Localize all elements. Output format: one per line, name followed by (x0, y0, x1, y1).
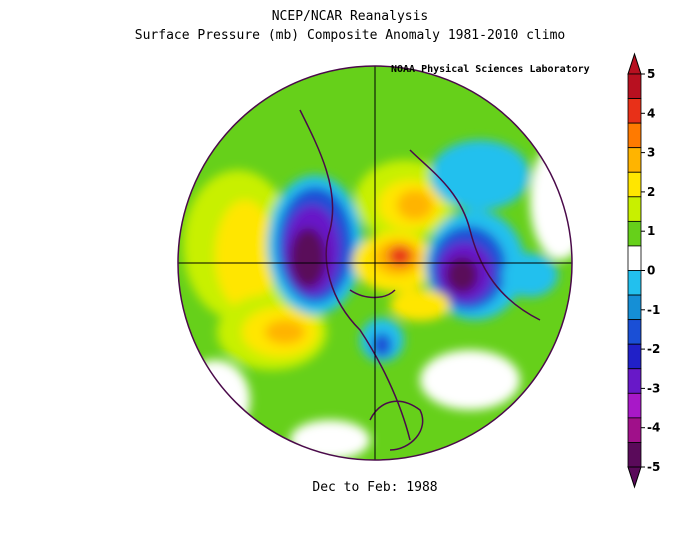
colorbar-swatch (627, 98, 642, 124)
colorbar-swatch (627, 343, 642, 370)
anomaly-canada-low-2 (372, 333, 392, 357)
anomaly-sw-asia-low (502, 253, 558, 297)
colorbar-tick-label: 2 (647, 185, 655, 199)
colorbar-swatch (627, 294, 642, 321)
colorbar-tick-label: 0 (647, 264, 655, 278)
anomaly-west-low-4 (290, 228, 326, 288)
colorbar-tick-label: -4 (647, 421, 660, 435)
colorbar-swatch (627, 392, 642, 419)
anomaly-siberia-core (397, 190, 433, 220)
colorbar-tick-label: -1 (647, 303, 660, 317)
anomaly-asia-low (430, 140, 530, 210)
period-label: Dec to Feb: 1988 (312, 480, 438, 495)
anomaly-aleutian-core (215, 200, 275, 310)
map-boundary (177, 65, 573, 461)
anomaly-atlantic-pos (390, 289, 450, 321)
colorbar-swatch (627, 220, 642, 247)
colorbar-swatch (627, 442, 642, 468)
anomaly-arctic-core (388, 246, 412, 266)
colorbar-swatch (627, 417, 642, 443)
anomaly-east-low-4 (446, 257, 478, 293)
chart-title: NCEP/NCAR Reanalysis (271, 9, 429, 24)
colorbar-tick-label: 3 (647, 146, 655, 160)
colorbar-swatch (627, 270, 642, 296)
colorbar-swatch (627, 368, 642, 394)
colorbar-tick-label: 4 (647, 106, 655, 120)
coastlines (299, 109, 541, 451)
colorbar-tick-label: -2 (647, 342, 660, 356)
anomaly-neutral-3 (530, 140, 572, 260)
colorbar-tick-label: -3 (647, 381, 660, 395)
anomaly-pacific-core (265, 320, 305, 344)
colorbar-swatch (627, 245, 642, 271)
colorbar-tick-label: 5 (647, 67, 655, 81)
anomaly-neutral-1 (420, 350, 520, 410)
colorbar-swatch (627, 319, 642, 345)
colorbar-swatch (627, 73, 642, 99)
anomaly-field (178, 66, 572, 460)
colorbar-min-arrow (627, 466, 642, 489)
colorbar-max-arrow (627, 52, 642, 75)
colorbar-tick-label: 1 (647, 224, 655, 238)
coast-greenland (349, 289, 396, 299)
colorbar-swatch (627, 147, 642, 173)
coast-americas (299, 109, 411, 441)
colorbar-swatch (627, 171, 642, 198)
colorbar-swatch (627, 122, 642, 149)
chart-subtitle: Surface Pressure (mb) Composite Anomaly … (134, 28, 566, 43)
coast-eurasia (409, 149, 541, 321)
credit-label: NOAA Physical Sciences Laboratory (391, 64, 590, 75)
coast-gulf (369, 400, 424, 451)
colorbar-tick-label: -5 (647, 460, 660, 474)
colorbar-swatch (627, 196, 642, 222)
